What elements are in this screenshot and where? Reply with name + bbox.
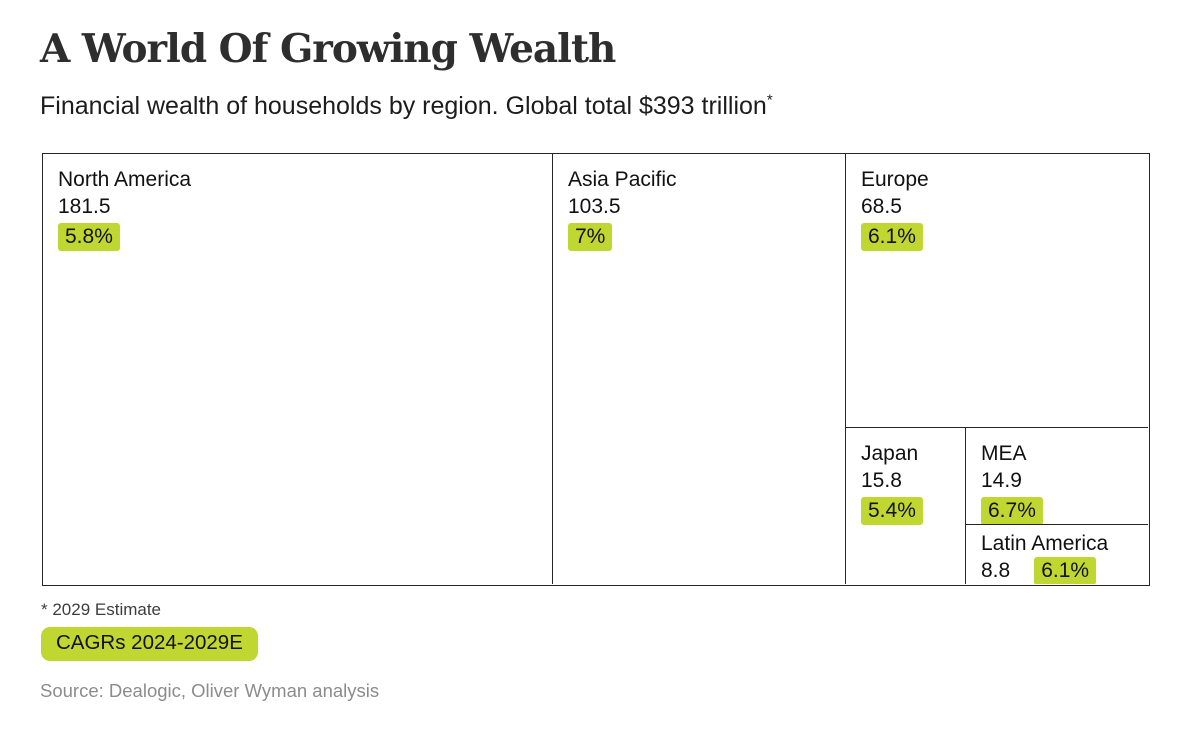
cagr-badge: 7%	[568, 223, 613, 251]
cagr-badge: 6.7%	[981, 497, 1043, 524]
treemap-cell-asia-pacific: Asia Pacific 103.5 7%	[553, 154, 846, 584]
region-value: 8.8	[981, 559, 1011, 582]
region-name: North America	[58, 168, 192, 191]
treemap-cell-latin-america: Latin America 8.8 6.1%	[966, 525, 1148, 584]
cagr-legend-badge: CAGRs 2024-2029E	[41, 627, 258, 661]
treemap-cell-europe: Europe 68.5 6.1%	[846, 154, 1148, 428]
chart-subtitle-text: Financial wealth of households by region…	[40, 92, 767, 120]
region-value: 15.8	[861, 469, 902, 492]
source-attribution: Source: Dealogic, Oliver Wyman analysis	[40, 680, 380, 701]
region-value-row: 8.8 6.1%	[981, 557, 1133, 584]
estimate-footnote: * 2029 Estimate	[41, 600, 162, 619]
footnote-marker: *	[766, 91, 773, 109]
cagr-badge: 5.4%	[861, 497, 923, 525]
region-value: 68.5	[861, 195, 902, 218]
region-name: Asia Pacific	[568, 168, 677, 191]
region-value: 181.5	[58, 195, 111, 218]
region-name: Europe	[861, 168, 929, 191]
cagr-badge: 6.1%	[861, 223, 923, 251]
region-name: Japan	[861, 442, 919, 465]
cagr-badge: 5.8%	[58, 223, 120, 251]
chart-title: A World Of Growing Wealth	[40, 26, 616, 72]
treemap: North America 181.5 5.8% Asia Pacific 10…	[42, 153, 1150, 586]
cagr-badge: 6.1%	[1034, 557, 1097, 584]
chart-subtitle: Financial wealth of households by region…	[40, 92, 773, 121]
treemap-cell-north-america: North America 181.5 5.8%	[43, 154, 553, 584]
region-value: 14.9	[981, 469, 1022, 492]
treemap-cell-japan: Japan 15.8 5.4%	[846, 428, 966, 584]
region-name: MEA	[981, 442, 1027, 465]
region-name: Latin America	[981, 532, 1109, 555]
treemap-cell-mea: MEA 14.9 6.7%	[966, 428, 1148, 525]
region-value: 103.5	[568, 195, 621, 218]
